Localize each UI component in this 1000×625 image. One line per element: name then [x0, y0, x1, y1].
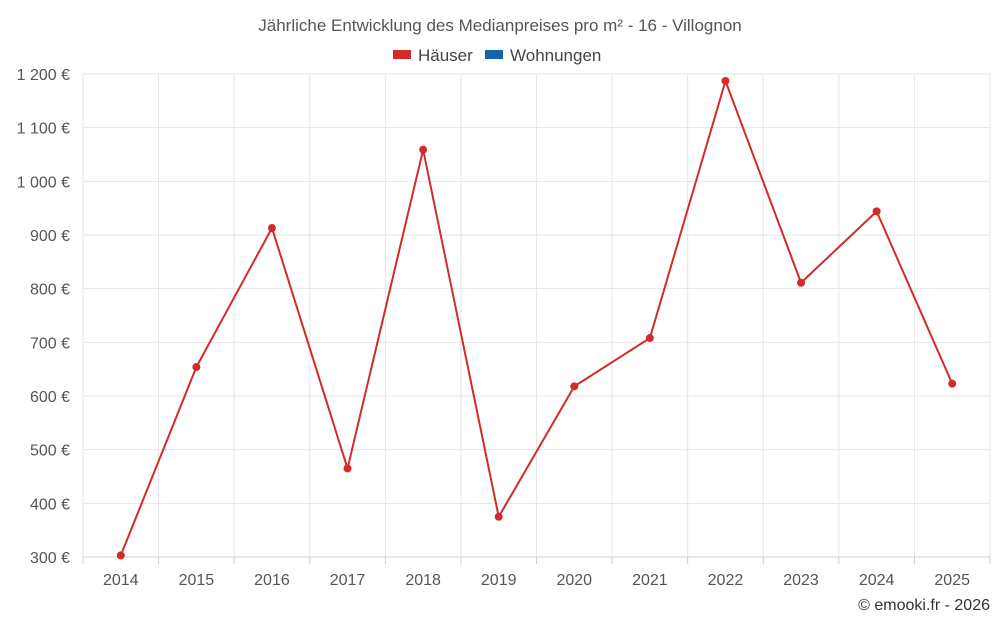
x-tick-label-2025: 2025 [934, 572, 970, 589]
y-tick-label-7: 1 000 € [17, 174, 70, 191]
x-tick-label-2019: 2019 [481, 572, 517, 589]
series-line-haeuser [119, 79, 954, 556]
y-tick-label-9: 1 200 € [17, 67, 70, 84]
x-tick-label-2020: 2020 [556, 572, 592, 589]
data-point-haeuser-2021[interactable] [645, 334, 654, 343]
x-tick-label-2017: 2017 [330, 572, 366, 589]
data-point-haeuser-2017[interactable] [343, 464, 352, 473]
x-tick-label-2021: 2021 [632, 572, 668, 589]
legend-item-wohnungen[interactable]: Wohnungen [485, 46, 601, 65]
data-point-haeuser-2024[interactable] [872, 207, 881, 216]
legend-swatch-haeuser [393, 50, 411, 59]
y-tick-label-0: 300 € [30, 550, 70, 567]
x-tick-label-2022: 2022 [708, 572, 744, 589]
legend-item-haeuser[interactable]: Häuser [393, 46, 473, 65]
data-point-haeuser-2025[interactable] [948, 379, 957, 388]
x-tick-label-2015: 2015 [179, 572, 215, 589]
data-point-haeuser-2018[interactable] [419, 145, 428, 154]
y-tick-label-5: 800 € [30, 282, 70, 299]
x-tick-label-2014: 2014 [103, 572, 139, 589]
data-point-haeuser-2014[interactable] [116, 551, 125, 560]
legend: Häuser Wohnungen [393, 46, 601, 65]
x-axis-ticks: 2014 2015 2016 2017 2018 2019 2020 2021 2022 2023… [103, 572, 970, 589]
legend-label-wohnungen: Wohnungen [510, 46, 601, 65]
footer-credit: © emooki.fr - 2026 [858, 597, 990, 614]
data-point-haeuser-2019[interactable] [494, 512, 503, 521]
x-tick-label-2023: 2023 [783, 572, 819, 589]
y-tick-label-6: 900 € [30, 228, 70, 245]
data-point-haeuser-2022[interactable] [721, 76, 730, 85]
axes [82, 556, 991, 564]
y-tick-label-2: 500 € [30, 443, 70, 460]
y-axis-ticks: 300 € 400 € 500 € 600 € 700 € 800 € 900 € 1 000… [17, 67, 70, 567]
series-haeuser [116, 76, 957, 560]
y-tick-label-1: 400 € [30, 496, 70, 513]
legend-swatch-wohnungen [485, 50, 503, 59]
y-tick-label-3: 600 € [30, 389, 70, 406]
x-tick-label-2018: 2018 [405, 572, 441, 589]
y-tick-label-8: 1 100 € [17, 121, 70, 138]
x-tick-label-2024: 2024 [859, 572, 895, 589]
y-tick-label-4: 700 € [30, 335, 70, 352]
x-tick-label-2016: 2016 [254, 572, 290, 589]
legend-label-haeuser: Häuser [418, 46, 473, 65]
chart-title: Jährliche Entwicklung des Medianpreises … [258, 16, 741, 35]
data-point-haeuser-2020[interactable] [570, 382, 579, 391]
grid [82, 73, 991, 558]
data-point-haeuser-2016[interactable] [267, 224, 276, 233]
data-point-haeuser-2023[interactable] [797, 278, 806, 287]
data-point-haeuser-2015[interactable] [192, 363, 201, 372]
